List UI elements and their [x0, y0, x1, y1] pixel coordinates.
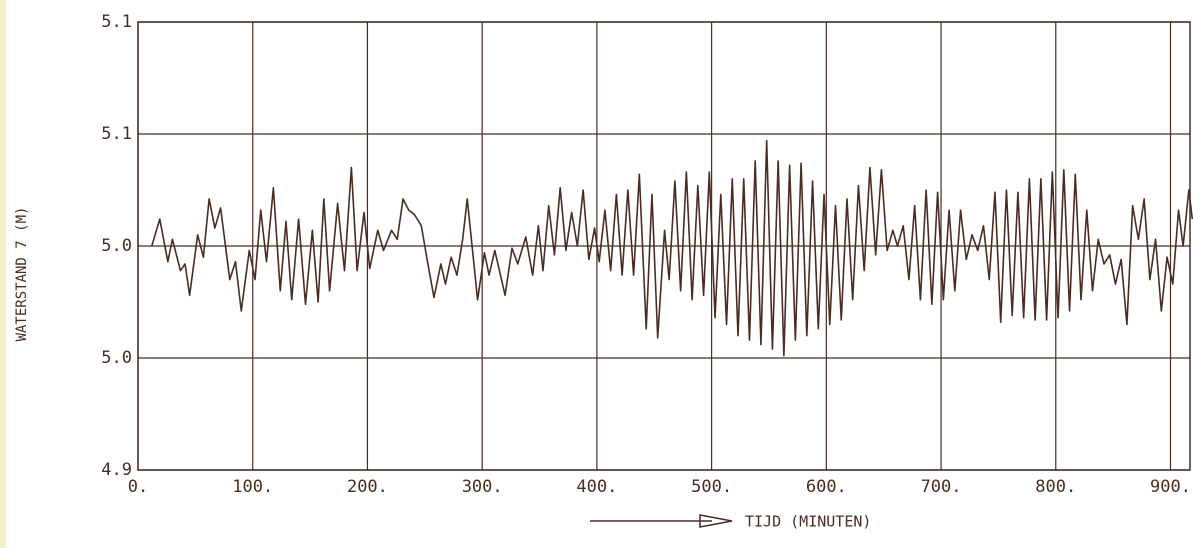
x-tick-label: 500.: [691, 477, 732, 497]
y-axis-label: WATERSTAND 7 (M): [14, 207, 30, 342]
x-tick-label: 600.: [806, 477, 847, 497]
scan-edge: [0, 0, 6, 548]
x-tick-label: 300.: [462, 477, 503, 497]
data-line: [151, 139, 1193, 357]
x-tick-label: 0.: [128, 477, 148, 497]
y-tick-label: 5.0: [101, 236, 132, 256]
x-axis-arrow: [590, 514, 733, 528]
x-tick-label: 700.: [921, 477, 962, 497]
y-tick-label: 5.1: [101, 12, 132, 32]
x-tick-label: 100.: [232, 477, 273, 497]
x-tick-label: 200.: [347, 477, 388, 497]
y-tick-label: 5.1: [101, 124, 132, 144]
x-tick-label: 800.: [1035, 477, 1076, 497]
x-tick-label: 400.: [576, 477, 617, 497]
y-tick-label: 4.9: [101, 460, 132, 480]
y-tick-label: 5.0: [101, 348, 132, 368]
x-axis-label: TIJD (MINUTEN): [745, 513, 871, 531]
arrow-head: [699, 514, 733, 528]
x-tick-label: 900.: [1150, 477, 1191, 497]
